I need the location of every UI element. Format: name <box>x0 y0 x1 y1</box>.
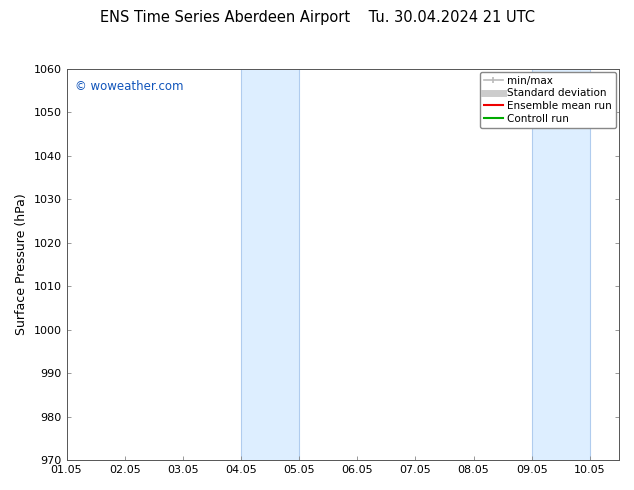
Y-axis label: Surface Pressure (hPa): Surface Pressure (hPa) <box>15 194 28 335</box>
Text: ENS Time Series Aberdeen Airport    Tu. 30.04.2024 21 UTC: ENS Time Series Aberdeen Airport Tu. 30.… <box>100 10 534 25</box>
Bar <box>241 69 299 460</box>
Legend: min/max, Standard deviation, Ensemble mean run, Controll run: min/max, Standard deviation, Ensemble me… <box>480 72 616 128</box>
Bar <box>532 69 590 460</box>
Text: © woweather.com: © woweather.com <box>75 80 183 94</box>
